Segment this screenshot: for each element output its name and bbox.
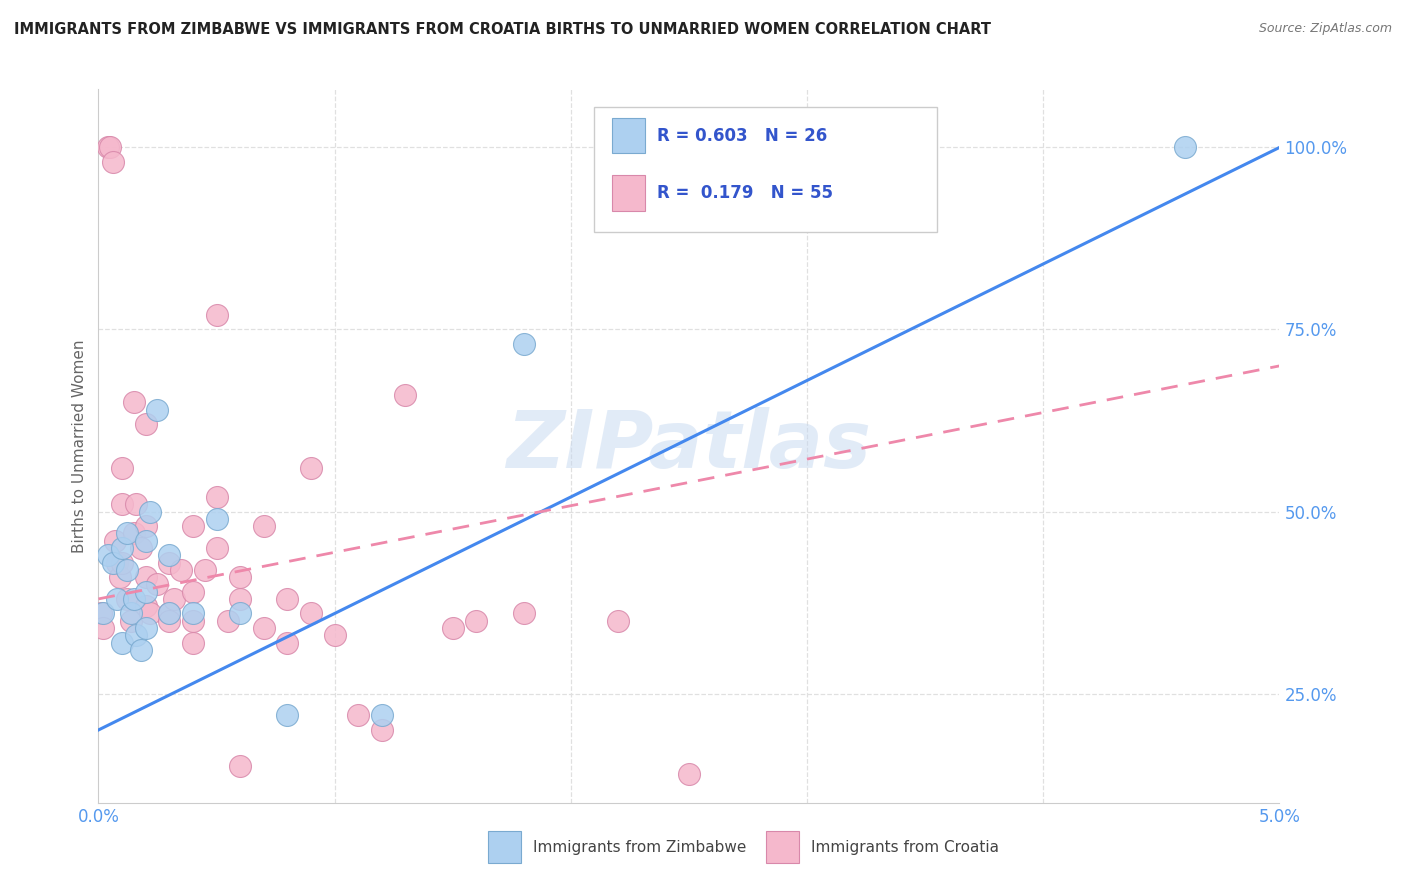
Point [135, 570, 157, 584]
Point [122, 591, 145, 606]
Point [115, 526, 138, 541]
Point [101, 556, 124, 570]
Text: IMMIGRANTS FROM ZIMBABWE VS IMMIGRANTS FROM CROATIA BIRTHS TO UNMARRIED WOMEN CO: IMMIGRANTS FROM ZIMBABWE VS IMMIGRANTS F… [14, 22, 991, 37]
Point [139, 504, 162, 518]
Text: Immigrants from Croatia: Immigrants from Croatia [811, 840, 998, 855]
Point [129, 643, 152, 657]
Point [121, 607, 143, 621]
Point [512, 607, 534, 621]
Point [181, 519, 204, 533]
Point [122, 526, 145, 541]
Point [371, 708, 394, 723]
Point [1174, 140, 1197, 154]
Point [299, 607, 322, 621]
Point [105, 556, 128, 570]
Text: ZIPatlas: ZIPatlas [506, 407, 872, 485]
FancyBboxPatch shape [766, 831, 799, 863]
Point [157, 607, 180, 621]
FancyBboxPatch shape [595, 107, 936, 232]
FancyBboxPatch shape [612, 175, 645, 211]
Point [90, 607, 112, 621]
Point [108, 570, 131, 584]
Point [111, 460, 134, 475]
Point [157, 614, 180, 628]
Point [98, 140, 121, 154]
Text: Source: ZipAtlas.com: Source: ZipAtlas.com [1258, 22, 1392, 36]
Point [91, 621, 114, 635]
Point [181, 607, 204, 621]
Point [135, 519, 157, 533]
Point [229, 607, 252, 621]
Text: R = 0.603   N = 26: R = 0.603 N = 26 [657, 127, 827, 145]
Point [181, 614, 204, 628]
Point [217, 614, 239, 628]
Point [135, 584, 157, 599]
Point [229, 570, 252, 584]
Point [276, 635, 298, 649]
FancyBboxPatch shape [488, 831, 522, 863]
Point [465, 614, 488, 628]
Point [91, 607, 114, 621]
Point [139, 607, 162, 621]
Point [229, 759, 252, 773]
Point [181, 584, 204, 599]
Point [163, 591, 186, 606]
Point [607, 614, 630, 628]
Point [157, 607, 180, 621]
Point [125, 497, 148, 511]
Point [253, 621, 276, 635]
Point [105, 591, 128, 606]
Point [121, 614, 143, 628]
Point [135, 533, 157, 548]
Point [115, 591, 138, 606]
Point [111, 556, 134, 570]
Point [115, 563, 138, 577]
Text: R =  0.179   N = 55: R = 0.179 N = 55 [657, 184, 832, 202]
Point [122, 395, 145, 409]
Point [111, 497, 134, 511]
Point [104, 533, 127, 548]
Point [135, 621, 157, 635]
Point [135, 599, 157, 614]
Point [111, 541, 134, 555]
FancyBboxPatch shape [612, 118, 645, 153]
Point [276, 708, 298, 723]
Point [205, 512, 228, 526]
Point [157, 548, 180, 562]
Point [181, 635, 204, 649]
Point [347, 708, 370, 723]
Point [371, 723, 394, 737]
Y-axis label: Births to Unmarried Women: Births to Unmarried Women [72, 339, 87, 553]
Point [394, 388, 416, 402]
Text: Immigrants from Zimbabwe: Immigrants from Zimbabwe [533, 840, 747, 855]
Point [205, 541, 228, 555]
Point [512, 337, 534, 351]
Point [194, 563, 217, 577]
Point [135, 417, 157, 432]
Point [229, 591, 252, 606]
Point [299, 460, 322, 475]
Point [253, 519, 276, 533]
Point [205, 308, 228, 322]
Point [170, 563, 193, 577]
Point [205, 490, 228, 504]
Point [111, 635, 134, 649]
Point [125, 628, 148, 642]
Point [157, 556, 180, 570]
Point [97, 548, 120, 562]
Point [101, 155, 124, 169]
Point [146, 402, 169, 417]
Point [276, 591, 298, 606]
Point [678, 766, 700, 780]
Point [146, 577, 169, 591]
Point [129, 541, 152, 555]
Point [323, 628, 346, 642]
Point [97, 140, 120, 154]
Point [441, 621, 464, 635]
